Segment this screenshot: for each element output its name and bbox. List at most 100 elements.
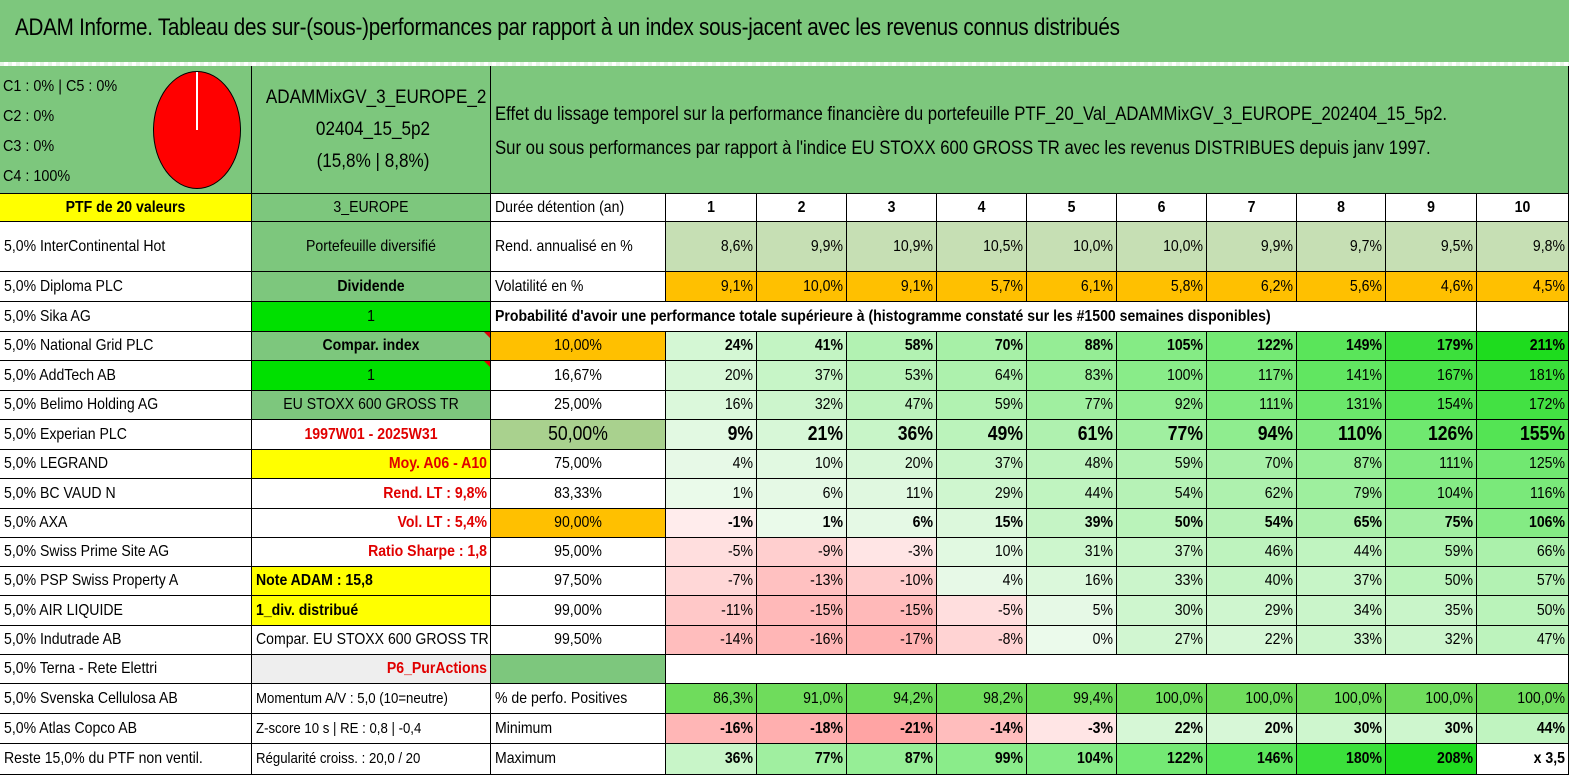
info-cell: Régularité croiss. : 20,0 / 20	[252, 744, 491, 775]
max-value: 36%	[666, 744, 757, 775]
quantile-value-text: 4%	[1002, 572, 1023, 589]
holding-row: 5,0% AIR LIQUIDE	[0, 596, 252, 626]
pos-value: 91,0%	[757, 684, 847, 714]
rend-value: 10,0%	[1027, 222, 1117, 272]
year-header-text: 7	[1247, 199, 1256, 216]
quantile-label: 75,00%	[491, 450, 666, 479]
holding-row-text: 5,0% Diploma PLC	[4, 278, 123, 295]
holding-row: 5,0% Atlas Copco AB	[0, 714, 252, 744]
quantile-value-text: 57%	[1536, 572, 1565, 589]
quantile-value: 58%	[847, 332, 937, 361]
min-value: 30%	[1297, 714, 1386, 744]
info-cell: 1_div. distribué	[252, 596, 491, 626]
quantile-value: 181%	[1477, 361, 1569, 391]
rend-value-text: 9,8%	[1532, 238, 1565, 255]
quantile-value: 62%	[1207, 479, 1297, 509]
quantile-value: -8%	[937, 626, 1027, 655]
quantile-value: 10%	[937, 538, 1027, 567]
quantile-value-text: 59%	[1444, 543, 1473, 560]
quantile-value-text: 59%	[1174, 455, 1203, 472]
comment-marker	[484, 332, 490, 338]
quantile-value-text: 125%	[1528, 455, 1565, 472]
description: Effet du lissage temporel sur la perform…	[495, 98, 1569, 166]
vol-value-text: 6,2%	[1260, 278, 1293, 295]
rend-value-text: 9,9%	[810, 238, 843, 255]
holding-row: Reste 15,0% du PTF non ventil.	[0, 744, 252, 775]
quantile-value: 111%	[1207, 391, 1297, 420]
quantile-value: 27%	[1117, 626, 1207, 655]
pos-value: 100,0%	[1207, 684, 1297, 714]
info-cell-text: Dividende	[337, 278, 405, 295]
quantile-value-text: 77%	[1167, 423, 1203, 445]
info-cell: Moy. A06 - A10	[252, 450, 491, 479]
quantile-value-text: 126%	[1427, 423, 1473, 445]
quantile-value: 53%	[847, 361, 937, 391]
quantile-value-text: 54%	[1264, 514, 1293, 531]
quantile-value: -5%	[937, 596, 1027, 626]
vol-value-text: 9,1%	[900, 278, 933, 295]
quantile-value-text: 141%	[1345, 367, 1382, 384]
quantile-value: -11%	[666, 596, 757, 626]
quantile-value: 122%	[1207, 332, 1297, 361]
vol-value-text: 5,8%	[1170, 278, 1203, 295]
max-value-text: 77%	[814, 750, 843, 767]
quantile-value: 106%	[1477, 509, 1569, 538]
year-header-text: 6	[1157, 199, 1166, 216]
vol-value: 5,8%	[1117, 272, 1207, 302]
year-header: 7	[1207, 194, 1297, 222]
holding-row-text: 5,0% PSP Swiss Property A	[4, 572, 179, 589]
max-value-text: x 3,5	[1533, 750, 1565, 767]
info-cell: P6_PurActions	[252, 655, 491, 684]
vol-value: 9,1%	[847, 272, 937, 302]
rend-value: 9,7%	[1297, 222, 1386, 272]
min-value-text: -16%	[720, 720, 753, 737]
quantile-label-text: 50,00%	[548, 423, 608, 445]
quantile-value: 110%	[1297, 420, 1386, 450]
quantile-value-text: 47%	[904, 396, 933, 413]
quantile-value-text: 36%	[897, 423, 933, 445]
max-value: 87%	[847, 744, 937, 775]
quantile-value-text: -5%	[997, 602, 1023, 619]
quantile-value-text: -1%	[727, 514, 753, 531]
holding-row-text: 5,0% Atlas Copco AB	[4, 720, 138, 737]
quantile-value-text: 1%	[732, 485, 753, 502]
info-cell-text: Note ADAM : 15,8	[256, 572, 373, 589]
quantile-label-text: 97,50%	[554, 572, 602, 589]
quantile-value-text: 32%	[814, 396, 843, 413]
ptf-header-text: PTF de 20 valeurs	[65, 199, 186, 216]
quantile-label-text: 75,00%	[554, 455, 602, 472]
min-value-text: 22%	[1174, 720, 1203, 737]
quantile-value: 20%	[666, 361, 757, 391]
quantile-value-text: -7%	[727, 572, 753, 589]
quantile-value: 70%	[1207, 450, 1297, 479]
quantile-value: 50%	[1477, 596, 1569, 626]
fund-name-line3: (15,8% | 8,8%)	[316, 151, 430, 172]
quantile-value: 21%	[757, 420, 847, 450]
quantile-value-text: 172%	[1528, 396, 1565, 413]
year-header: 10	[1477, 194, 1569, 222]
vol-value: 6,2%	[1207, 272, 1297, 302]
quantile-value-text: 6%	[822, 485, 843, 502]
quantile-value: 59%	[937, 391, 1027, 420]
quantile-value-text: 37%	[814, 367, 843, 384]
quantile-value: 131%	[1297, 391, 1386, 420]
holding-row-text: 5,0% Indutrade AB	[4, 631, 122, 648]
quantile-value-text: 167%	[1436, 367, 1473, 384]
quantile-value: 16%	[666, 391, 757, 420]
info-cell-text: Moy. A06 - A10	[388, 455, 487, 472]
quantile-value-text: 149%	[1345, 337, 1382, 354]
quantile-label: 50,00%	[491, 420, 666, 450]
pos-value: 100,0%	[1386, 684, 1477, 714]
proba-label: Probabilité d'avoir une performance tota…	[491, 302, 1477, 332]
description-cell	[491, 66, 1569, 194]
quantile-value-text: 77%	[1084, 396, 1113, 413]
quantile-value-text: -3%	[907, 543, 933, 560]
quantile-value: 31%	[1027, 538, 1117, 567]
quantile-value: -10%	[847, 567, 937, 596]
quantile-value: 116%	[1477, 479, 1569, 509]
quantile-label: 83,33%	[491, 479, 666, 509]
quantile-value-text: 111%	[1439, 455, 1473, 472]
holding-row: 5,0% Svenska Cellulosa AB	[0, 684, 252, 714]
info-cell-text: 1	[367, 367, 375, 384]
holding-row: 5,0% AXA	[0, 509, 252, 538]
